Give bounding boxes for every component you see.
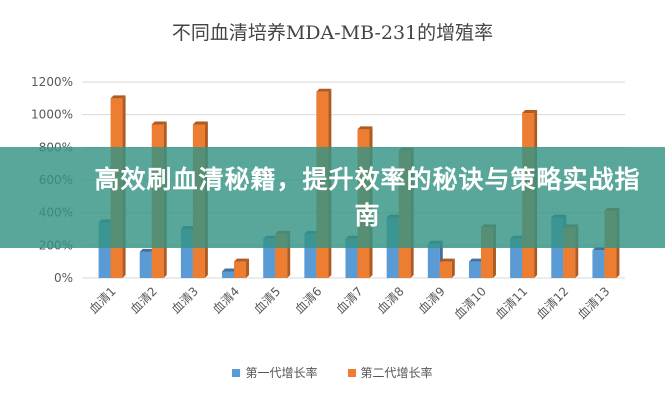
bar-top xyxy=(192,121,208,125)
bar-1-血清4 xyxy=(222,271,235,278)
bar-1-血清5 xyxy=(263,238,276,278)
bar-top xyxy=(222,268,238,272)
y-tick-label: 1000% xyxy=(31,108,73,122)
legend-swatch xyxy=(232,368,241,377)
x-tick-label: 血清6 xyxy=(292,284,324,316)
x-tick-label: 血清11 xyxy=(493,284,531,322)
bar-2-血清9 xyxy=(439,261,452,278)
bar-top xyxy=(139,248,155,252)
bar-1-血清11 xyxy=(510,238,523,278)
x-tick-label: 血清1 xyxy=(86,284,118,316)
bar-side xyxy=(246,258,250,278)
x-tick-label: 血清13 xyxy=(575,284,613,322)
bar-side xyxy=(451,258,455,278)
x-tick-label: 血清10 xyxy=(451,284,489,322)
x-tick-label: 血清5 xyxy=(251,284,283,316)
x-tick-label: 血清7 xyxy=(333,284,365,316)
legend-item-series-2: 第二代增长率 xyxy=(347,364,433,381)
bar-1-血清10 xyxy=(468,261,481,278)
bar-1-血清7 xyxy=(345,238,358,278)
legend-item-series-1: 第一代增长率 xyxy=(232,364,318,381)
legend-label: 第一代增长率 xyxy=(245,366,318,380)
bar-1-血清2 xyxy=(139,251,152,278)
y-tick-label: 0% xyxy=(54,271,73,285)
x-tick-label: 血清3 xyxy=(169,284,201,316)
bar-2-血清4 xyxy=(234,261,247,278)
legend: 第一代增长率 第二代增长率 xyxy=(0,364,665,381)
bar-top xyxy=(110,95,126,99)
bar-top xyxy=(522,110,538,114)
x-tick-label: 血清9 xyxy=(416,284,448,316)
bar-1-血清9 xyxy=(427,243,440,278)
y-tick-label: 1200% xyxy=(31,75,73,89)
bar-1-血清13 xyxy=(592,250,605,278)
bar-top xyxy=(316,88,332,92)
chart-title: 不同血清培养MDA-MB-231的增殖率 xyxy=(171,22,494,44)
bar-top xyxy=(151,121,167,125)
x-tick-label: 血清12 xyxy=(534,284,572,322)
legend-swatch xyxy=(347,368,356,377)
bar-top xyxy=(468,258,484,262)
headline-banner: 高效刷血清秘籍，提升效率的秘诀与策略实战指南 xyxy=(0,147,665,248)
bar-top xyxy=(439,258,455,262)
legend-label: 第二代增长率 xyxy=(360,366,433,380)
bar-top xyxy=(357,126,373,130)
headline-text: 高效刷血清秘籍，提升效率的秘诀与策略实战指南 xyxy=(94,164,641,230)
x-tick-label: 血清2 xyxy=(128,284,160,316)
bar-top xyxy=(234,258,250,262)
x-tick-label: 血清4 xyxy=(210,284,242,316)
x-tick-label: 血清8 xyxy=(375,284,407,316)
